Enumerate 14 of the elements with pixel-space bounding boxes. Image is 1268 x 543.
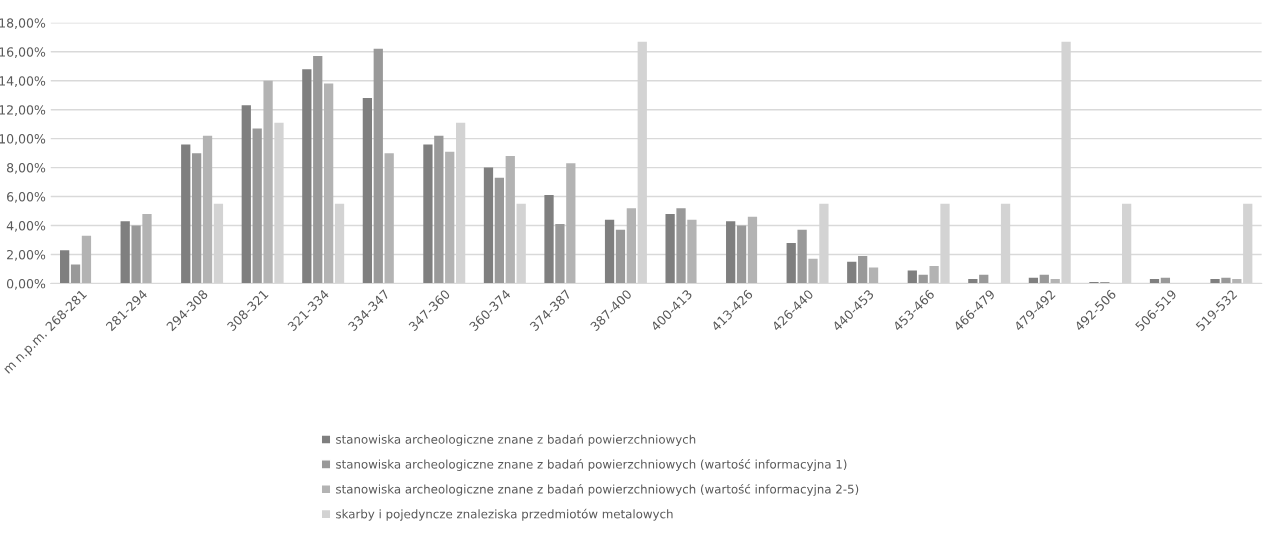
y-tick-label: 2,00%	[7, 249, 46, 261]
legend-label: stanowiska archeologiczne znane z badań powierzchniowych (wartość informacyjna 2-5)	[336, 483, 859, 496]
y-tick-label: 14,00%	[0, 76, 46, 87]
legend-label: stanowiska archeologiczne znane z badań powierzchniowych (wartość informacyjna 1)	[336, 459, 847, 471]
y-tick-label: 12,00%	[0, 105, 46, 116]
y-tick-label: 16,00%	[0, 47, 46, 58]
y-tick-label: 6,00%	[7, 192, 46, 203]
legend-label: stanowiska archeologiczne znane z badań powierzchniowych	[336, 434, 696, 447]
y-tick-label: 4,00%	[6, 221, 46, 232]
y-tick-label: 18,00%	[0, 18, 46, 30]
y-tick-label: 0,00%	[6, 278, 46, 290]
y-tick-label: 8,00%	[7, 163, 46, 174]
legend-label: skarby i pojedyncze znaleziska przedmiotów metalowych	[336, 508, 673, 521]
y-tick-label: 10,00%	[0, 134, 46, 145]
